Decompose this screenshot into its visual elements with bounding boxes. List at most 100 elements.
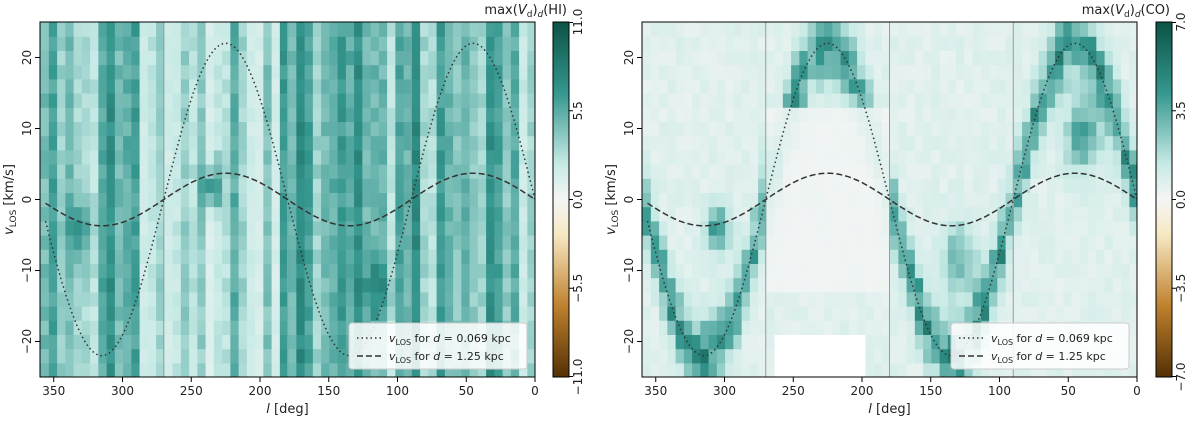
- heatmap-cell: [666, 22, 676, 37]
- heatmap-cell: [1062, 277, 1072, 293]
- heatmap-cell: [510, 306, 520, 321]
- heatmap-cell: [518, 192, 528, 208]
- heatmap-cell: [666, 220, 676, 236]
- heatmap-cell: [73, 249, 82, 264]
- heatmap-cell: [749, 362, 759, 377]
- heatmap-cell: [436, 235, 445, 250]
- heatmap-cell: [1029, 235, 1039, 250]
- heatmap-cell: [56, 263, 66, 279]
- x-tick-label: 150: [919, 384, 942, 398]
- heatmap-cell: [823, 22, 833, 37]
- heatmap-cell: [485, 22, 495, 37]
- heatmap-cell: [947, 362, 957, 377]
- heatmap-cell: [163, 135, 173, 151]
- heatmap-cell: [378, 249, 388, 264]
- heatmap-cell: [452, 192, 462, 208]
- heatmap-cell: [345, 277, 355, 293]
- heatmap-cell: [650, 220, 660, 236]
- heatmap-cell: [980, 149, 990, 165]
- heatmap-cell: [815, 121, 825, 137]
- heatmap-cell: [683, 277, 693, 293]
- heatmap-cell: [221, 93, 231, 108]
- colorbar-tick-label: 5.5: [571, 101, 585, 120]
- heatmap-cell: [48, 220, 58, 236]
- heatmap-cell: [73, 277, 82, 293]
- heatmap-cell: [774, 348, 783, 364]
- heatmap-cell: [172, 164, 181, 179]
- heatmap-cell: [163, 362, 173, 377]
- heatmap-cell: [823, 306, 833, 321]
- heatmap-cell: [930, 306, 940, 321]
- heatmap-cell: [757, 64, 767, 80]
- heatmap-cell: [1021, 220, 1031, 236]
- heatmap-cell: [724, 22, 734, 37]
- heatmap-cell: [988, 135, 998, 151]
- heatmap-cell: [914, 121, 924, 137]
- heatmap-cell: [930, 135, 940, 151]
- heatmap-cell: [749, 334, 759, 350]
- heatmap-cell: [699, 362, 709, 377]
- heatmap-cell: [1071, 220, 1080, 236]
- heatmap-cell: [848, 220, 858, 236]
- heatmap-cell: [444, 50, 454, 66]
- heatmap-cell: [188, 277, 198, 293]
- heatmap-cell: [64, 50, 74, 66]
- heatmap-cell: [106, 178, 115, 193]
- heatmap-cell: [378, 107, 388, 122]
- heatmap-cell: [741, 291, 750, 307]
- heatmap-cell: [658, 220, 668, 236]
- heatmap-cell: [370, 121, 379, 137]
- heatmap-cell: [716, 306, 726, 321]
- heatmap-cell: [394, 22, 404, 37]
- heatmap-cell: [823, 206, 833, 222]
- heatmap-cell: [493, 121, 503, 137]
- heatmap-cell: [658, 235, 668, 250]
- heatmap-cell: [675, 291, 684, 307]
- heatmap-cell: [122, 206, 132, 222]
- heatmap-cell: [320, 178, 330, 193]
- heatmap-cell: [262, 22, 272, 37]
- heatmap-cell: [658, 277, 668, 293]
- heatmap-cell: [922, 235, 932, 250]
- heatmap-cell: [757, 78, 767, 94]
- heatmap-cell: [477, 291, 487, 307]
- heatmap-cell: [996, 121, 1006, 137]
- heatmap-cell: [419, 235, 429, 250]
- heatmap-cell: [963, 235, 973, 250]
- heatmap-cell: [394, 50, 404, 66]
- heatmap-cell: [848, 334, 858, 350]
- heatmap-cell: [106, 220, 115, 236]
- heatmap-cell: [254, 348, 264, 364]
- heatmap-cell: [205, 22, 214, 37]
- heatmap-cell: [691, 107, 701, 122]
- heatmap-cell: [798, 348, 808, 364]
- heatmap-cell: [436, 50, 445, 66]
- heatmap-cell: [279, 320, 289, 335]
- heatmap-cell: [1038, 107, 1047, 122]
- heatmap-cell: [89, 121, 99, 137]
- heatmap-cell: [914, 348, 924, 364]
- heatmap-cell: [320, 206, 330, 222]
- legend-label: vLOS for d = 1.25 kpc: [389, 350, 504, 365]
- heatmap-cell: [1079, 206, 1089, 222]
- heatmap-cell: [510, 362, 520, 377]
- heatmap-cell: [650, 320, 660, 335]
- heatmap-cell: [139, 64, 148, 80]
- heatmap-cell: [427, 36, 437, 51]
- heatmap-cell: [510, 263, 520, 279]
- heatmap-cell: [650, 149, 660, 165]
- heatmap-cell: [370, 192, 379, 208]
- heatmap-cell: [749, 36, 759, 51]
- heatmap-cell: [163, 235, 173, 250]
- heatmap-cell: [337, 220, 346, 236]
- heatmap-cell: [642, 220, 651, 236]
- heatmap-cell: [97, 36, 107, 51]
- heatmap-cell: [864, 277, 874, 293]
- heatmap-cell: [106, 291, 115, 307]
- heatmap-cell: [304, 107, 313, 122]
- heatmap-cell: [1029, 22, 1039, 37]
- heatmap-cell: [238, 291, 247, 307]
- heatmap-cell: [699, 78, 709, 94]
- heatmap-cell: [312, 192, 322, 208]
- heatmap-cell: [89, 93, 99, 108]
